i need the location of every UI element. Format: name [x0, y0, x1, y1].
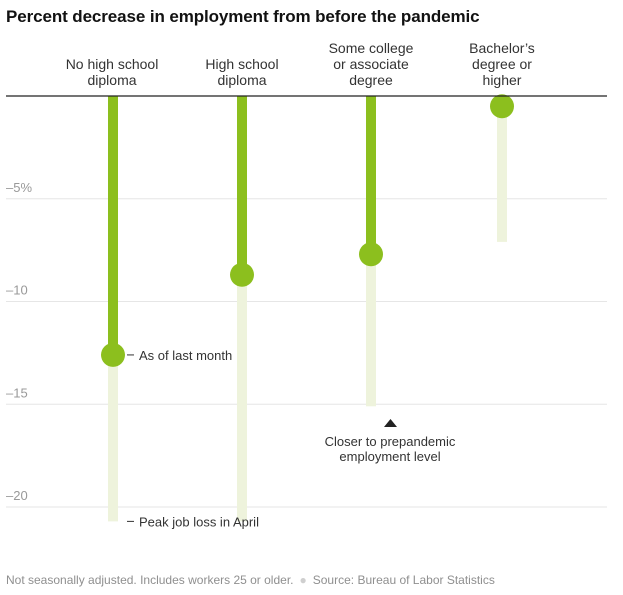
peak-bar [237, 96, 247, 522]
current-bar [237, 96, 247, 275]
annotation-current: As of last month [139, 348, 232, 363]
annotation-closer: employment level [339, 449, 440, 464]
category-label: higher [483, 72, 522, 88]
footnote-note: Not seasonally adjusted. Includes worker… [6, 573, 294, 587]
up-arrow-icon [384, 419, 397, 427]
current-dot [230, 262, 254, 287]
y-tick-label: –10 [6, 283, 28, 298]
footnote: Not seasonally adjusted. Includes worker… [6, 573, 495, 587]
category-label: or associate [333, 56, 409, 72]
category-label: Bachelor’s [469, 40, 535, 56]
current-bar [108, 96, 118, 355]
peak-layer [108, 96, 507, 522]
separator-dot-icon: ● [299, 573, 307, 587]
annotation-closer: Closer to prepandemic [325, 434, 456, 449]
category-label: Some college [329, 40, 414, 56]
annotation-peak: Peak job loss in April [139, 514, 259, 529]
category-label: degree or [472, 56, 532, 72]
grid-layer: –5% –10 –15 –20 [6, 180, 607, 508]
footnote-source: Source: Bureau of Labor Statistics [312, 573, 495, 587]
peak-bar [497, 96, 507, 242]
chart-title: Percent decrease in employment from befo… [6, 7, 480, 26]
category-label: High school [205, 56, 278, 72]
y-tick-label: –5% [6, 180, 32, 195]
current-bar [366, 96, 376, 255]
category-label: diploma [87, 72, 136, 88]
current-dot [490, 94, 514, 119]
category-label: diploma [217, 72, 266, 88]
y-tick-label: –15 [6, 385, 28, 400]
category-label: degree [349, 72, 393, 88]
current-dot [101, 342, 125, 367]
current-layer [101, 94, 514, 367]
y-tick-label: –20 [6, 488, 28, 503]
current-dot [359, 242, 383, 267]
category-label: No high school [66, 56, 159, 72]
